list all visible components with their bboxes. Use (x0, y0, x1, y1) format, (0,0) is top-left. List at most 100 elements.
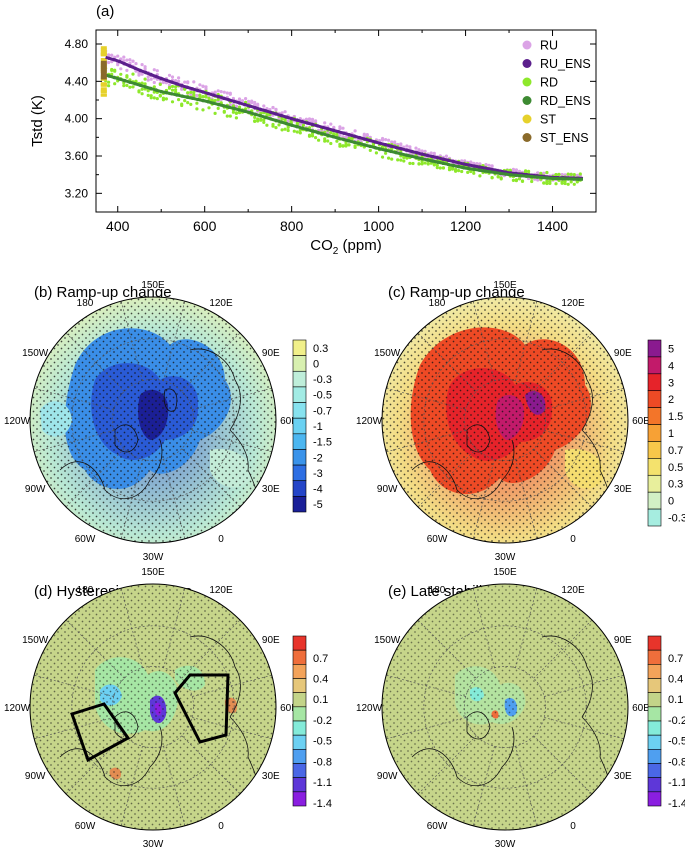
colorbar-swatch (647, 635, 662, 651)
ens-point (175, 82, 179, 86)
panel-c-title: (c) Ramp-up change (388, 284, 525, 301)
colorbar-label: -1.1 (668, 777, 685, 789)
ens-point (410, 154, 414, 158)
longitude-label: 150W (374, 348, 401, 359)
member-point (414, 146, 418, 150)
ens-point (143, 70, 148, 75)
ens-point (331, 135, 336, 139)
meridian (192, 387, 272, 410)
ens-point (368, 144, 372, 148)
member-point (271, 122, 275, 127)
colorbar-label: -1 (313, 421, 323, 433)
member-point (353, 129, 357, 133)
colorbar-label: 0.3 (313, 343, 328, 355)
meridian (544, 717, 624, 740)
member-point (125, 68, 129, 72)
member-point (307, 133, 312, 137)
ens-point (357, 141, 362, 146)
series-line-rd_ens (105, 73, 583, 181)
ens-point (248, 111, 252, 115)
ens-point (227, 98, 231, 102)
member-point (186, 91, 190, 95)
member-point (460, 169, 464, 174)
member-point (432, 163, 436, 167)
x-axis: 400 600 800 1000 1200 1400 (106, 30, 568, 234)
legend-marker (522, 114, 532, 124)
member-point (107, 80, 111, 84)
longitude-labels: 150E 120E 90E 60E 30E 0 30W 60W 90W 120W 150W 180 (356, 567, 650, 850)
ens-point (290, 117, 294, 121)
ens-point (232, 106, 236, 111)
meridian (34, 717, 114, 740)
longitude-label: 180 (77, 585, 94, 596)
member-point (554, 182, 558, 186)
member-point (548, 181, 552, 185)
colorbar-swatch (292, 449, 307, 466)
ens-point (248, 104, 252, 108)
colorbar-label: 5 (668, 343, 674, 355)
colorbar-label: 0.4 (313, 674, 328, 686)
region-box-east (173, 673, 230, 744)
member-point (110, 67, 114, 72)
member-point (307, 117, 312, 121)
latitude-circle (71, 625, 235, 789)
meridian (120, 301, 143, 381)
member-point (517, 177, 522, 181)
colorbar-swatch (292, 370, 307, 388)
member-point (399, 158, 403, 162)
colorbar-swatch (292, 433, 307, 450)
colorbar-swatch (647, 678, 662, 693)
ens-point (190, 96, 195, 101)
ens-point (263, 109, 268, 113)
member-point (396, 158, 400, 162)
member-point (146, 75, 150, 79)
member-point (514, 179, 519, 183)
legend-label: RD_ENS (540, 94, 591, 108)
member-point (262, 118, 266, 122)
member-point (259, 117, 263, 121)
y-axis: 3.20 3.60 4.00 4.40 4.80 (65, 37, 596, 200)
member-point (201, 108, 205, 112)
ens-point (404, 148, 409, 152)
ens-point (211, 93, 216, 97)
member-point (566, 172, 570, 176)
colorbar-label: -0.3 (668, 513, 685, 525)
member-point (557, 172, 561, 176)
member-point (119, 72, 123, 76)
series-line-ru_ens (105, 55, 584, 180)
member-point (234, 104, 238, 108)
meridian (192, 430, 272, 453)
ens-point (399, 152, 403, 156)
legend-label: ST_ENS (540, 131, 589, 145)
colorbar-label: -0.5 (313, 736, 332, 748)
member-point (447, 166, 452, 170)
member-point (110, 53, 114, 57)
longitude-label: 90E (262, 348, 280, 359)
ens-point (211, 101, 216, 105)
member-point (207, 96, 211, 100)
ens-point (128, 64, 132, 68)
member-point (405, 144, 409, 148)
ens-point (196, 88, 200, 93)
member-point (177, 98, 181, 102)
ens-point (201, 90, 205, 94)
colorbar-label: 0.1 (313, 694, 328, 706)
ens-point (170, 80, 174, 84)
longitude-label: 180 (429, 298, 446, 309)
ens-point (185, 95, 189, 99)
member-point (362, 134, 366, 138)
member-point (490, 164, 494, 168)
member-point (387, 138, 391, 142)
member-point (295, 121, 299, 125)
longitude-label: 0 (218, 821, 224, 832)
member-point (563, 173, 567, 177)
member-point (234, 116, 238, 120)
member-point (341, 144, 345, 148)
x-tick-label: 1000 (363, 218, 394, 234)
member-point (131, 85, 135, 89)
meridian (386, 674, 466, 697)
map-graticule (34, 301, 272, 539)
legend-marker (522, 77, 532, 87)
member-point (298, 131, 302, 135)
